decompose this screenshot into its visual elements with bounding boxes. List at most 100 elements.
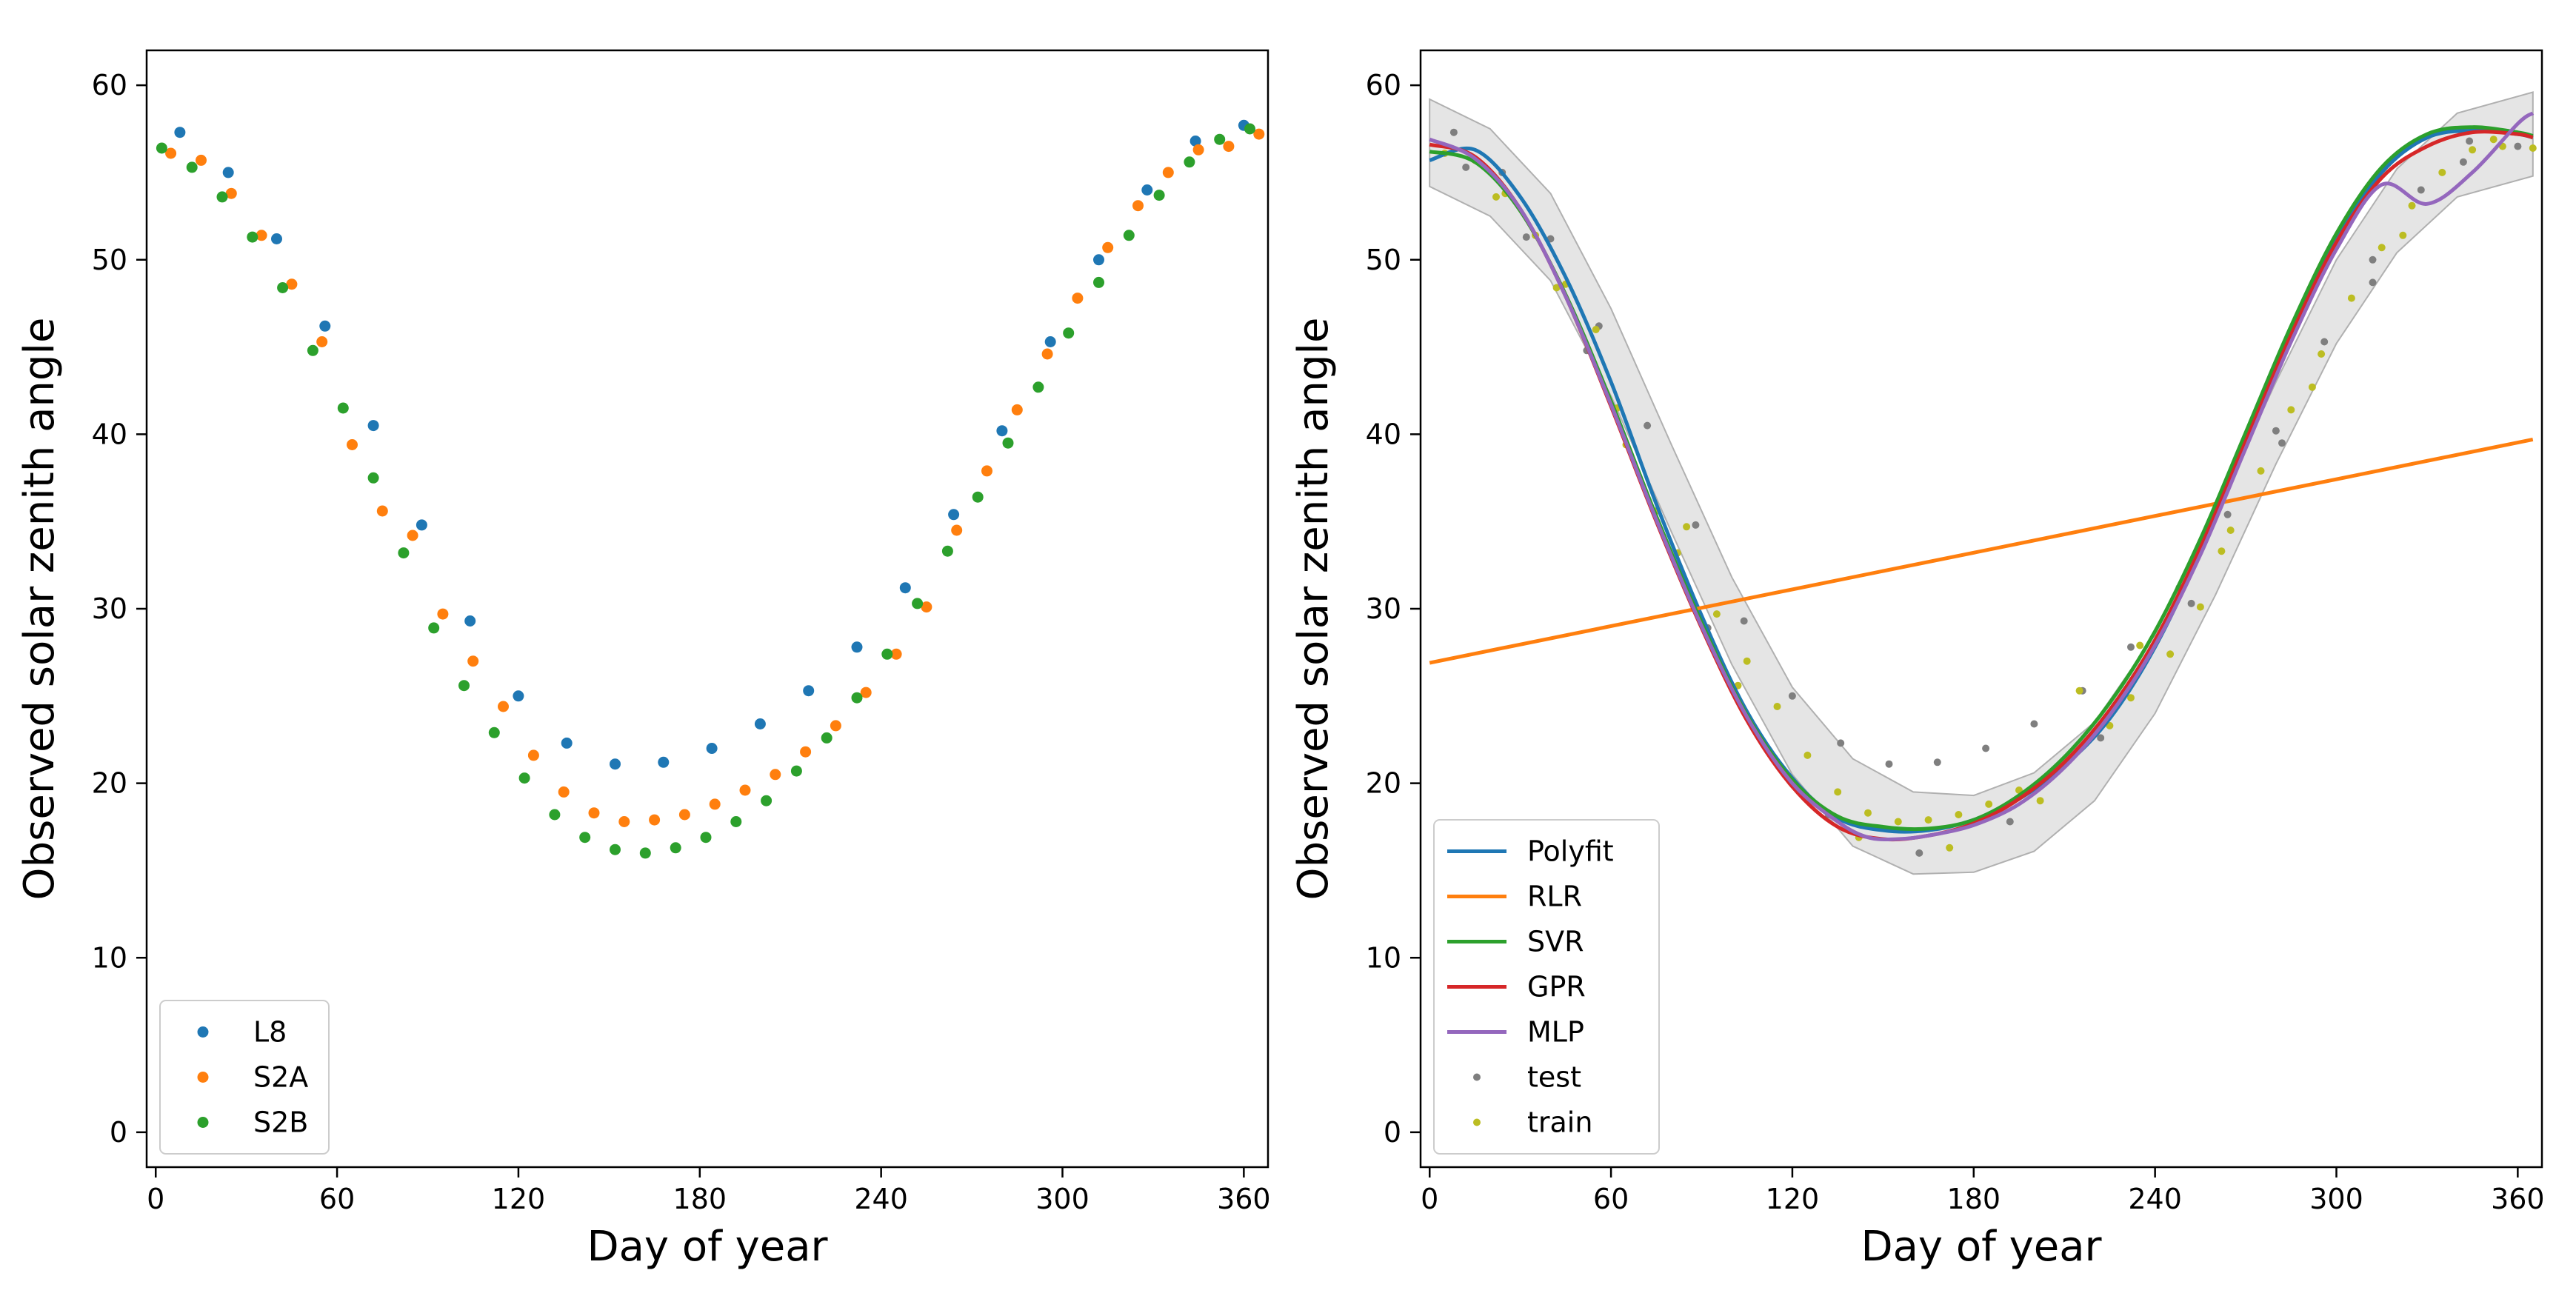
y-tick-label: 50 — [1366, 244, 1401, 276]
y-tick-label: 40 — [1366, 418, 1401, 450]
data-point-s2a — [981, 465, 992, 477]
data-point-test — [1644, 421, 1652, 430]
data-point-test — [2369, 255, 2377, 264]
legend-box — [1433, 819, 1660, 1155]
y-tick-label: 60 — [1366, 69, 1401, 101]
x-tick-label: 360 — [1217, 1183, 1271, 1215]
legend-label-train: train — [1527, 1106, 1592, 1139]
x-tick-label: 120 — [492, 1183, 546, 1215]
data-point-s2a — [225, 187, 237, 199]
data-point-test — [2278, 439, 2286, 447]
data-point-l8 — [367, 420, 379, 432]
data-point-l8 — [222, 167, 234, 178]
data-point-s2b — [458, 680, 470, 692]
series-s2a-points — [165, 128, 1265, 827]
data-point-train — [1492, 193, 1500, 201]
x-axis-label: Day of year — [1861, 1223, 2102, 1271]
data-point-l8 — [803, 685, 815, 697]
data-point-test — [2272, 427, 2280, 435]
series-rlr-line — [1429, 437, 2534, 665]
data-point-s2a — [1223, 141, 1235, 153]
legend-label-l8: L8 — [253, 1016, 287, 1049]
data-point-s2b — [518, 772, 530, 784]
data-point-train — [1773, 703, 1781, 710]
data-point-s2b — [1153, 190, 1165, 201]
data-point-train — [2408, 201, 2416, 210]
data-point-train — [2127, 694, 2135, 702]
x-tick-label: 300 — [2309, 1183, 2363, 1215]
x-tick-label: 60 — [1593, 1183, 1629, 1215]
legend-label-s2a: S2A — [253, 1061, 308, 1094]
data-point-l8 — [706, 743, 718, 754]
data-point-s2b — [639, 847, 651, 859]
data-point-l8 — [851, 641, 863, 653]
legend-swatch-train — [1473, 1118, 1481, 1126]
data-point-train — [2226, 527, 2235, 534]
data-point-s2b — [790, 765, 802, 777]
legend-label-rlr: RLR — [1527, 881, 1582, 913]
data-point-test — [1837, 739, 1845, 747]
data-point-s2a — [1041, 348, 1053, 360]
data-point-train — [1955, 811, 1963, 818]
x-tick-label: 240 — [2128, 1183, 2182, 1215]
data-point-test — [1885, 760, 1893, 768]
data-point-s2a — [376, 505, 388, 517]
legend-label-gpr: GPR — [1527, 971, 1586, 1003]
data-point-s2b — [337, 402, 349, 414]
data-point-s2b — [216, 191, 228, 203]
data-point-s2a — [860, 687, 872, 698]
data-point-s2a — [407, 530, 418, 541]
data-point-s2b — [1063, 327, 1075, 339]
legend-entry-gpr: GPR — [1447, 971, 1586, 1003]
y-tick-label: 50 — [92, 244, 127, 276]
series-s2b-points — [156, 123, 1255, 859]
x-tick-label: 360 — [2491, 1183, 2545, 1215]
data-point-s2b — [1123, 230, 1135, 241]
data-point-s2b — [1002, 437, 1014, 449]
data-point-s2b — [941, 545, 953, 557]
data-point-train — [2287, 406, 2295, 414]
data-point-s2b — [428, 622, 440, 634]
y-tick-label: 60 — [92, 69, 127, 101]
data-point-l8 — [610, 758, 621, 770]
data-point-s2b — [186, 161, 198, 173]
data-point-train — [2036, 797, 2044, 805]
data-point-s2a — [921, 601, 932, 613]
data-point-s2b — [761, 795, 773, 806]
data-point-s2a — [558, 786, 570, 798]
data-point-s2a — [165, 147, 177, 159]
data-point-test — [2514, 142, 2522, 150]
y-tick-label: 10 — [92, 941, 127, 974]
data-point-s2a — [830, 720, 841, 732]
data-point-s2a — [498, 701, 509, 712]
data-point-s2b — [1032, 381, 1044, 393]
data-point-test — [1740, 617, 1748, 625]
data-point-l8 — [1141, 184, 1153, 196]
y-tick-label: 40 — [92, 418, 127, 450]
data-point-s2b — [851, 692, 863, 704]
data-point-test — [2223, 510, 2232, 518]
data-point-train — [2218, 547, 2226, 555]
data-point-train — [1894, 818, 1902, 826]
data-point-test — [1933, 758, 1941, 766]
y-tick-label: 20 — [1366, 767, 1401, 800]
data-point-s2b — [972, 491, 984, 503]
data-point-s2a — [527, 749, 539, 761]
data-point-s2b — [1184, 156, 1195, 168]
legend-entry-test: test — [1473, 1061, 1581, 1094]
data-point-s2b — [821, 732, 832, 744]
legend-swatch-l8 — [197, 1026, 209, 1038]
data-point-l8 — [1093, 254, 1104, 266]
y-tick-label: 30 — [92, 592, 127, 625]
x-tick-label: 300 — [1035, 1183, 1090, 1215]
right-model-fit-panel: 0 60 120 180 240 300 360 0 10 20 30 40 50 60 Day of ye… — [1289, 49, 2545, 1271]
data-point-s2a — [256, 230, 267, 241]
data-point-train — [2136, 641, 2144, 649]
legend-entry-polyfit: Polyfit — [1447, 835, 1614, 868]
x-tick-label: 180 — [1947, 1183, 2001, 1215]
data-point-train — [1552, 284, 1561, 292]
data-point-train — [2529, 144, 2537, 152]
data-point-s2b — [307, 344, 318, 356]
y-tick-label: 20 — [92, 767, 127, 800]
x-tick-label: 240 — [854, 1183, 908, 1215]
